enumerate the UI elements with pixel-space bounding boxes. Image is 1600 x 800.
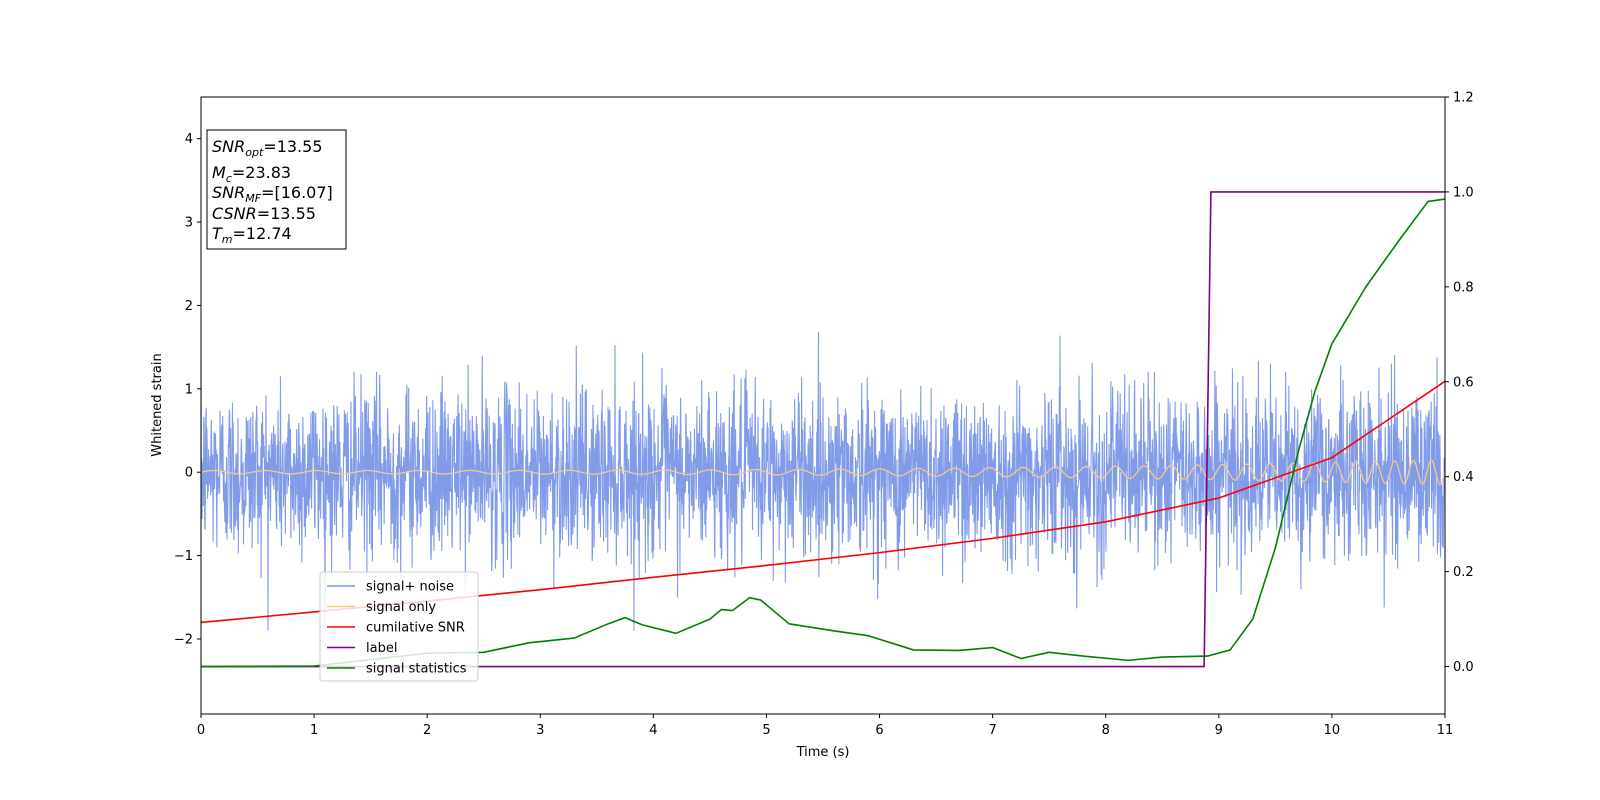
info-line: SNRopt=13.55 <box>212 137 323 159</box>
info-line: CSNR=13.55 <box>212 204 316 223</box>
y-tick-label: 1 <box>185 382 193 397</box>
y-right-tick-label: 0.2 <box>1453 565 1474 580</box>
info-box-frame <box>206 129 347 250</box>
y-right-tick-label: 0.4 <box>1453 470 1474 485</box>
x-tick-label: 11 <box>1437 723 1454 738</box>
y-right-tick-label: 1.2 <box>1453 91 1474 106</box>
y-tick-label: 3 <box>185 216 193 231</box>
y-tick-label: −2 <box>174 632 193 647</box>
x-tick-label: 5 <box>762 723 770 738</box>
y-right-tick-label: 1.0 <box>1453 185 1474 200</box>
x-tick-label: 4 <box>649 723 657 738</box>
x-tick-label: 1 <box>310 723 318 738</box>
y-right-tick-label: 0.8 <box>1453 280 1474 295</box>
plot-frame <box>200 96 1446 715</box>
y-right-tick-label: 0.6 <box>1453 375 1474 390</box>
x-axis-label: Time (s) <box>796 745 850 760</box>
legend-label: label <box>366 641 397 656</box>
info-line: Mc=23.83 <box>212 163 291 185</box>
y-tick-label: 4 <box>185 132 193 147</box>
legend-label: signal+ noise <box>366 580 454 595</box>
x-tick-label: 7 <box>988 723 996 738</box>
x-tick-label: 3 <box>536 723 544 738</box>
legend-label: signal only <box>366 600 436 615</box>
y-tick-label: −1 <box>174 549 193 564</box>
y-tick-label: 0 <box>185 466 193 481</box>
x-tick-label: 2 <box>423 723 431 738</box>
x-axis: 0 1 2 3 4 5 6 7 8 9 10 11 <box>197 714 1453 738</box>
y-axis-right: 0.0 0.2 0.4 0.6 0.8 1.0 1.2 <box>1445 91 1474 675</box>
info-line: SNRMF=[16.07] <box>212 183 333 205</box>
x-tick-label: 6 <box>875 723 883 738</box>
series-label <box>201 191 1445 668</box>
info-line: Tm=12.74 <box>212 224 292 246</box>
y-right-tick-label: 0.0 <box>1453 660 1474 675</box>
y-axis-left: −2 −1 0 1 2 3 4 <box>174 132 201 647</box>
x-tick-label: 0 <box>197 723 205 738</box>
legend: signal+ noise signal only cumilative SNR la… <box>319 571 479 682</box>
y-tick-label: 2 <box>185 299 193 314</box>
legend-label: cumilative SNR <box>366 621 465 636</box>
info-box: SNRopt=13.55 Mc=23.83SNRMF=[16.07]CSNR=13… <box>206 129 347 250</box>
series-signal-statistics <box>201 198 1445 668</box>
x-tick-label: 9 <box>1215 723 1223 738</box>
legend-label: signal statistics <box>366 662 467 677</box>
x-tick-label: 8 <box>1102 723 1110 738</box>
x-tick-label: 10 <box>1324 723 1341 738</box>
legend-frame <box>319 571 479 682</box>
series-signal-only <box>201 459 1445 486</box>
series-signal-noise <box>201 332 1445 631</box>
y-axis-label: Whitened strain <box>150 353 165 456</box>
